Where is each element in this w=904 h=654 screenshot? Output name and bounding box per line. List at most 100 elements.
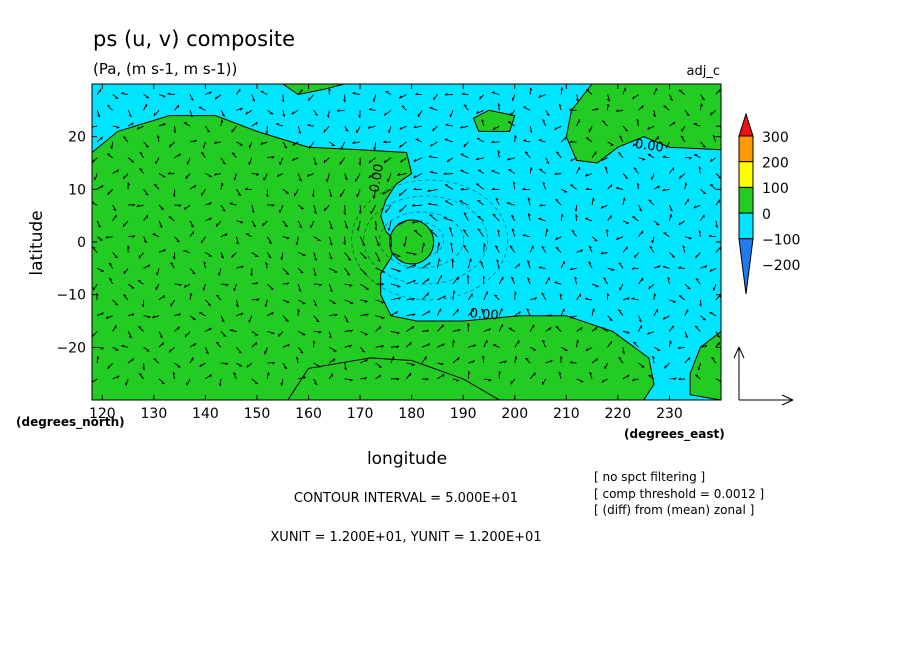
wind-vector xyxy=(246,362,253,368)
wind-vector xyxy=(251,378,259,385)
wind-vector xyxy=(390,378,400,381)
wind-vector xyxy=(443,172,453,175)
wind-vector xyxy=(514,291,517,300)
wind-vector xyxy=(390,252,401,258)
wind-vector xyxy=(138,373,144,380)
wind-vector xyxy=(292,141,299,146)
wind-vector xyxy=(112,299,119,306)
wind-vector xyxy=(585,137,593,143)
wind-vector xyxy=(220,315,225,323)
wind-vector xyxy=(236,107,243,111)
wind-vector xyxy=(538,217,546,222)
colorbar-segment xyxy=(738,135,754,163)
wind-vector xyxy=(715,125,721,128)
wind-vector xyxy=(601,378,608,383)
wind-vector xyxy=(220,331,227,337)
wind-vector xyxy=(122,220,129,227)
wind-vector xyxy=(452,276,459,285)
wind-vector xyxy=(201,189,206,197)
wind-vector xyxy=(127,157,135,163)
wind-vector xyxy=(375,374,382,380)
wind-vector xyxy=(199,312,206,317)
wind-vector xyxy=(560,308,565,316)
wind-vector xyxy=(294,189,299,197)
wind-vector xyxy=(344,344,353,348)
wind-vector xyxy=(233,283,237,291)
wind-vector xyxy=(143,346,150,352)
wind-vector xyxy=(373,141,377,151)
wind-vector xyxy=(267,204,275,207)
wind-vector xyxy=(558,371,562,380)
wind-vector xyxy=(677,346,685,350)
wind-vector xyxy=(591,283,599,288)
wind-vector xyxy=(248,141,253,149)
wind-vector xyxy=(647,331,655,335)
wind-vector xyxy=(545,359,553,364)
wind-vector xyxy=(712,283,717,291)
wind-vector xyxy=(356,189,361,198)
wind-vector xyxy=(497,150,501,158)
wind-vector xyxy=(413,125,423,129)
wind-vector xyxy=(679,173,686,179)
wind-vector xyxy=(236,347,242,354)
wind-vector xyxy=(313,299,318,307)
wind-vector xyxy=(328,331,332,339)
wind-vector xyxy=(266,236,273,245)
wind-vector xyxy=(344,299,354,304)
wind-vector xyxy=(127,110,132,118)
wind-vector xyxy=(400,157,407,163)
wind-vector xyxy=(189,184,197,190)
wind-vector xyxy=(693,123,701,127)
wind-vector xyxy=(652,355,655,364)
wind-vector xyxy=(631,297,639,301)
wind-vector xyxy=(214,94,222,100)
wind-vector xyxy=(170,262,175,269)
wind-vector xyxy=(555,198,562,206)
wind-vector xyxy=(368,173,376,179)
wind-vector xyxy=(298,376,306,380)
wind-vector xyxy=(143,264,151,269)
wind-vector xyxy=(494,294,500,301)
wind-vector xyxy=(308,94,315,101)
wind-vector xyxy=(514,356,518,364)
wind-vector xyxy=(205,173,213,178)
wind-vector xyxy=(632,216,639,222)
colorbar-label: 0 xyxy=(762,207,771,223)
wind-vector xyxy=(638,157,646,161)
wind-vector xyxy=(437,362,444,366)
wind-vector xyxy=(589,371,593,380)
wind-vector xyxy=(390,310,398,317)
wind-vector xyxy=(107,189,113,196)
wind-vector xyxy=(481,119,485,127)
wind-vector xyxy=(667,276,671,285)
wind-vector xyxy=(128,203,136,207)
wind-vector xyxy=(96,136,103,143)
wind-vector xyxy=(313,362,321,368)
wind-vector xyxy=(389,236,392,247)
wind-vector xyxy=(545,277,550,285)
wind-vector xyxy=(143,214,149,222)
wind-vector xyxy=(638,204,643,212)
wind-vector xyxy=(291,109,299,115)
wind-vector xyxy=(328,87,331,95)
colorbar-label: 100 xyxy=(762,181,789,197)
wind-vector xyxy=(280,252,284,261)
wind-vector xyxy=(481,308,485,316)
wind-vector xyxy=(601,327,608,332)
wind-vector xyxy=(444,200,454,206)
contour-label: 0.00 xyxy=(634,137,665,156)
wind-vector xyxy=(560,260,566,269)
wind-vector xyxy=(121,91,129,95)
wind-vector xyxy=(112,375,120,380)
wind-vector xyxy=(136,125,144,130)
wind-vector xyxy=(684,110,690,117)
wind-vector xyxy=(399,125,407,130)
wind-vector xyxy=(106,153,113,159)
wind-vector xyxy=(184,331,191,338)
wind-vector xyxy=(189,357,194,364)
x-tick-label: 140 xyxy=(192,406,219,422)
wind-vector xyxy=(267,331,275,335)
wind-vector xyxy=(97,267,104,272)
reference-vector xyxy=(733,346,794,406)
wind-vector xyxy=(189,220,195,228)
